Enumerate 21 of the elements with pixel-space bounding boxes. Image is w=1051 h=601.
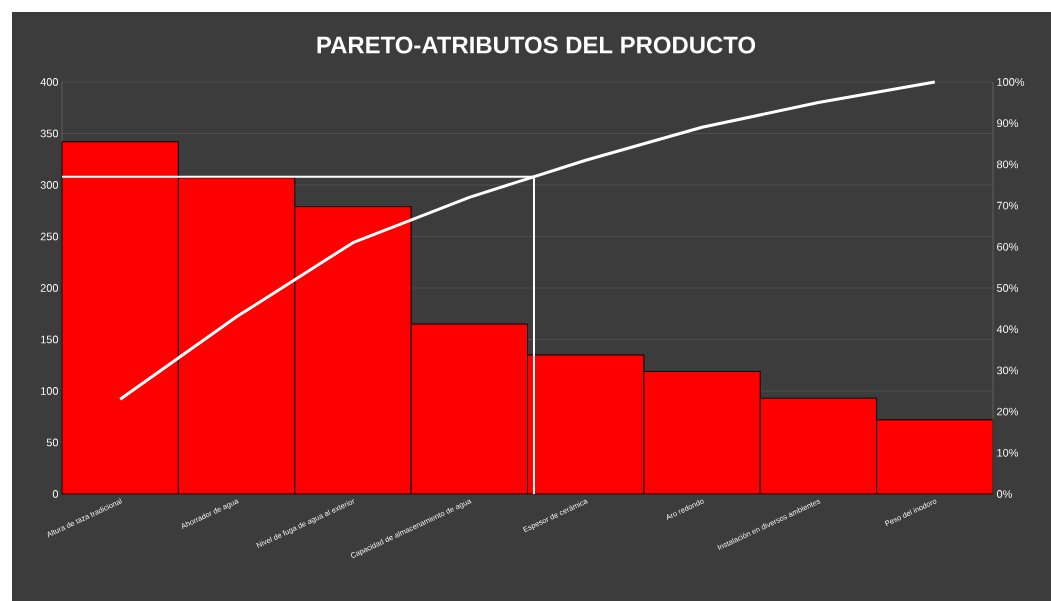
y-tick-label: 200 (40, 284, 59, 292)
y2-tick-label: 90% (997, 119, 1019, 128)
y-tick-label: 400 (40, 78, 59, 86)
y2-tick-label: 20% (997, 407, 1019, 416)
y-tick-label: 300 (40, 181, 59, 189)
y-tick-label: 0 (52, 490, 59, 498)
y2-tick-label: 100% (997, 78, 1025, 86)
y-tick-label: 350 (40, 129, 59, 138)
y-tick-label: 100 (41, 387, 59, 395)
y-tick-label: 150 (41, 335, 59, 344)
y2-tick-label: 10% (997, 448, 1019, 457)
y2-tick-label: 30% (996, 366, 1019, 375)
y2-tick-label: 70% (997, 201, 1019, 210)
y2-tick-label: 50% (996, 284, 1019, 292)
y-tick-label: 50 (46, 438, 59, 447)
y2-tick-label: 80% (997, 160, 1019, 169)
y2-tick-label: 40% (996, 325, 1019, 334)
y2-tick-label: 0% (996, 490, 1012, 498)
y2-tick-label: 60% (997, 242, 1019, 251)
y-tick-label: 250 (40, 232, 59, 241)
chart-title: PARETO-ATRIBUTOS DEL PRODUCTO (317, 36, 756, 54)
